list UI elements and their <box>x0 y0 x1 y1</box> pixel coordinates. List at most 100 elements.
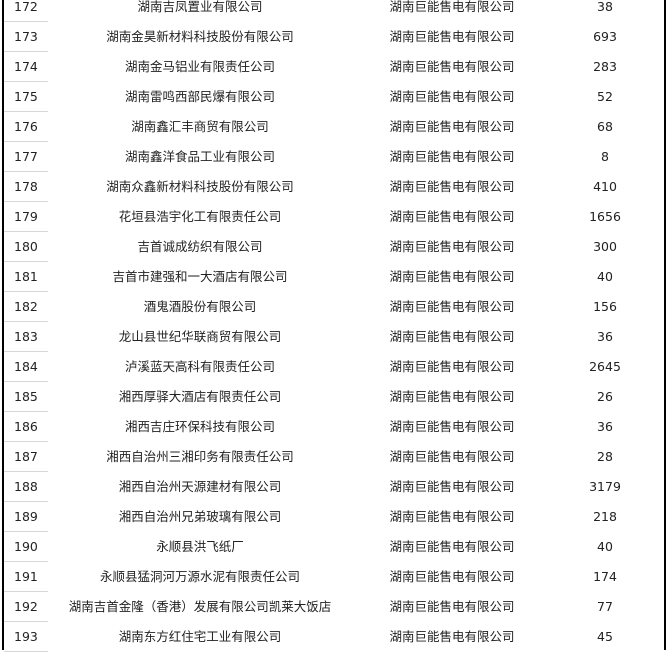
table-row: 181 吉首市建强和一大酒店有限公司 湖南巨能售电有限公司 40 <box>0 262 669 292</box>
table-row: 177 湖南鑫洋食品工业有限公司 湖南巨能售电有限公司 8 <box>0 142 669 172</box>
quantity: 156 <box>593 299 617 314</box>
row-number: 178 <box>14 179 38 194</box>
row-number: 192 <box>14 599 38 614</box>
quantity: 3179 <box>589 479 621 494</box>
row-divider <box>4 51 48 52</box>
company-name: 酒鬼酒股份有限公司 <box>143 299 257 314</box>
seller-name: 湖南巨能售电有限公司 <box>389 179 515 194</box>
table-row: 187 湘西自治州三湘印务有限责任公司 湖南巨能售电有限公司 28 <box>0 442 669 472</box>
quantity: 283 <box>593 59 617 74</box>
company-name: 湖南东方红住宅工业有限公司 <box>118 629 282 644</box>
row-number: 186 <box>14 419 38 434</box>
row-divider <box>4 201 48 202</box>
quantity: 28 <box>597 449 613 464</box>
table-row: 172 湖南吉凤置业有限公司 湖南巨能售电有限公司 38 <box>0 0 669 22</box>
seller-name: 湖南巨能售电有限公司 <box>389 149 515 164</box>
company-name: 湘西自治州三湘印务有限责任公司 <box>106 449 294 464</box>
seller-name: 湖南巨能售电有限公司 <box>389 629 515 644</box>
table-row: 175 湖南雷鸣西部民爆有限公司 湖南巨能售电有限公司 52 <box>0 82 669 112</box>
company-name: 湘西吉庄环保科技有限公司 <box>124 419 275 434</box>
seller-name: 湖南巨能售电有限公司 <box>389 269 515 284</box>
table-row: 189 湘西自治州兄弟玻璃有限公司 湖南巨能售电有限公司 218 <box>0 502 669 532</box>
quantity: 8 <box>601 149 609 164</box>
row-number: 190 <box>14 539 38 554</box>
row-number: 185 <box>14 389 38 404</box>
company-name: 永顺县洪飞纸厂 <box>156 539 244 554</box>
row-divider <box>4 621 48 622</box>
row-number: 172 <box>14 0 38 14</box>
row-divider <box>4 321 48 322</box>
quantity: 300 <box>593 239 617 254</box>
table-row: 192 湖南吉首金隆（香港）发展有限公司凯莱大饭店 湖南巨能售电有限公司 77 <box>0 592 669 622</box>
row-number: 187 <box>14 449 38 464</box>
row-divider <box>4 381 48 382</box>
quantity: 36 <box>597 419 613 434</box>
company-name: 湘西自治州兄弟玻璃有限公司 <box>118 509 282 524</box>
company-name: 湖南众鑫新材料科技股份有限公司 <box>106 179 294 194</box>
row-number: 174 <box>14 59 38 74</box>
table-row: 190 永顺县洪飞纸厂 湖南巨能售电有限公司 40 <box>0 532 669 562</box>
seller-name: 湖南巨能售电有限公司 <box>389 209 515 224</box>
seller-name: 湖南巨能售电有限公司 <box>389 509 515 524</box>
company-name: 湖南金昊新材料科技股份有限公司 <box>106 29 294 44</box>
table-row: 183 龙山县世纪华联商贸有限公司 湖南巨能售电有限公司 36 <box>0 322 669 352</box>
seller-name: 湖南巨能售电有限公司 <box>389 119 515 134</box>
company-name: 湖南吉首金隆（香港）发展有限公司凯莱大饭店 <box>68 599 332 614</box>
table-row: 174 湖南金马铝业有限责任公司 湖南巨能售电有限公司 283 <box>0 52 669 82</box>
company-name: 湘西厚驿大酒店有限责任公司 <box>118 389 282 404</box>
company-name: 龙山县世纪华联商贸有限公司 <box>118 329 282 344</box>
quantity: 410 <box>593 179 617 194</box>
quantity: 40 <box>597 269 613 284</box>
row-number: 184 <box>14 359 38 374</box>
company-name: 吉首市建强和一大酒店有限公司 <box>112 269 288 284</box>
table-row: 185 湘西厚驿大酒店有限责任公司 湖南巨能售电有限公司 26 <box>0 382 669 412</box>
seller-name: 湖南巨能售电有限公司 <box>389 569 515 584</box>
quantity: 45 <box>597 629 613 644</box>
quantity: 40 <box>597 539 613 554</box>
table-row: 179 花垣县浩宇化工有限责任公司 湖南巨能售电有限公司 1656 <box>0 202 669 232</box>
quantity: 693 <box>593 29 617 44</box>
table-row: 191 永顺县猛洞河万源水泥有限责任公司 湖南巨能售电有限公司 174 <box>0 562 669 592</box>
quantity: 68 <box>597 119 613 134</box>
table-row: 178 湖南众鑫新材料科技股份有限公司 湖南巨能售电有限公司 410 <box>0 172 669 202</box>
row-divider <box>4 351 48 352</box>
row-number: 191 <box>14 569 38 584</box>
company-name: 永顺县猛洞河万源水泥有限责任公司 <box>99 569 300 584</box>
seller-name: 湖南巨能售电有限公司 <box>389 449 515 464</box>
company-name: 湘西自治州天源建材有限公司 <box>118 479 282 494</box>
quantity: 26 <box>597 389 613 404</box>
row-divider <box>4 561 48 562</box>
row-number: 175 <box>14 89 38 104</box>
row-divider <box>4 21 48 22</box>
table-row: 184 泸溪蓝天高科有限责任公司 湖南巨能售电有限公司 2645 <box>0 352 669 382</box>
row-divider <box>4 471 48 472</box>
row-divider <box>4 231 48 232</box>
company-name: 吉首诚成纺织有限公司 <box>137 239 263 254</box>
company-name: 湖南吉凤置业有限公司 <box>137 0 263 14</box>
seller-name: 湖南巨能售电有限公司 <box>389 419 515 434</box>
row-divider <box>4 411 48 412</box>
company-name: 湖南雷鸣西部民爆有限公司 <box>124 89 275 104</box>
seller-name: 湖南巨能售电有限公司 <box>389 359 515 374</box>
seller-name: 湖南巨能售电有限公司 <box>389 599 515 614</box>
seller-name: 湖南巨能售电有限公司 <box>389 389 515 404</box>
company-name: 湖南鑫洋食品工业有限公司 <box>124 149 275 164</box>
seller-name: 湖南巨能售电有限公司 <box>389 239 515 254</box>
row-divider <box>4 501 48 502</box>
row-number: 176 <box>14 119 38 134</box>
row-divider <box>4 261 48 262</box>
seller-name: 湖南巨能售电有限公司 <box>389 299 515 314</box>
seller-name: 湖南巨能售电有限公司 <box>389 539 515 554</box>
quantity: 2645 <box>589 359 621 374</box>
row-number: 181 <box>14 269 38 284</box>
row-number: 177 <box>14 149 38 164</box>
row-number: 179 <box>14 209 38 224</box>
row-number: 193 <box>14 629 38 644</box>
row-number: 180 <box>14 239 38 254</box>
seller-name: 湖南巨能售电有限公司 <box>389 479 515 494</box>
quantity: 36 <box>597 329 613 344</box>
row-divider <box>4 531 48 532</box>
row-divider <box>4 591 48 592</box>
